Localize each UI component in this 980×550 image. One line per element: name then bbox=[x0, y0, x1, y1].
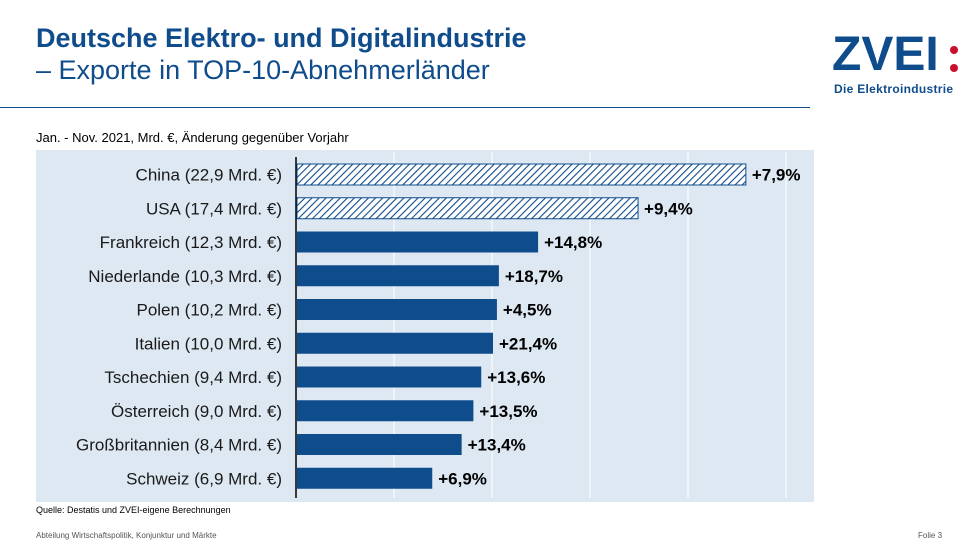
bar-1 bbox=[296, 197, 639, 220]
title-line-2: – Exporte in TOP-10-Abnehmerländer bbox=[36, 55, 490, 85]
title-divider bbox=[0, 107, 810, 108]
category-label: Italien (10,0 Mrd. €) bbox=[135, 334, 282, 353]
bar-2 bbox=[297, 231, 539, 253]
data-label: +13,5% bbox=[479, 402, 537, 421]
category-label: Tschechien (9,4 Mrd. €) bbox=[104, 368, 282, 387]
data-label: +13,6% bbox=[487, 368, 545, 387]
data-label: +13,4% bbox=[468, 436, 526, 455]
logo-tagline: Die Elektroindustrie bbox=[834, 82, 954, 96]
source-note: Quelle: Destatis und ZVEI-eigene Berechn… bbox=[36, 505, 231, 515]
title-line-1: Deutsche Elektro- und Digitalindustrie bbox=[36, 23, 527, 53]
logo-wordmark: ZVEI bbox=[832, 28, 939, 81]
data-label: +7,9% bbox=[752, 166, 801, 185]
category-label: Frankreich (12,3 Mrd. €) bbox=[100, 233, 282, 252]
logo-colon-icon bbox=[950, 44, 958, 74]
data-label: +18,7% bbox=[505, 267, 563, 286]
category-label: Großbritannien (8,4 Mrd. €) bbox=[76, 436, 282, 455]
bar-3 bbox=[297, 265, 499, 287]
bar-5 bbox=[297, 332, 493, 354]
category-label: Österreich (9,0 Mrd. €) bbox=[111, 402, 282, 421]
bar-6 bbox=[297, 366, 482, 388]
footer-department: Abteilung Wirtschaftspolitik, Konjunktur… bbox=[36, 531, 217, 540]
category-label: Schweiz (6,9 Mrd. €) bbox=[126, 469, 282, 488]
page-title: Deutsche Elektro- und Digitalindustrie –… bbox=[36, 22, 527, 86]
zvei-logo: ZVEI Die Elektroindustrie bbox=[832, 30, 960, 100]
category-label: Polen (10,2 Mrd. €) bbox=[136, 301, 282, 320]
category-label: China (22,9 Mrd. €) bbox=[136, 166, 282, 185]
bar-7 bbox=[297, 400, 474, 422]
data-label: +4,5% bbox=[503, 301, 552, 320]
category-label: USA (17,4 Mrd. €) bbox=[146, 199, 282, 218]
page-number: Folie 3 bbox=[918, 531, 943, 540]
bar-8 bbox=[297, 434, 462, 455]
bar-9 bbox=[297, 467, 433, 489]
data-label: +9,4% bbox=[644, 199, 693, 218]
bar-4 bbox=[297, 299, 497, 320]
data-label: +21,4% bbox=[499, 334, 557, 353]
chart-subtitle: Jan. - Nov. 2021, Mrd. €, Änderung gegen… bbox=[36, 130, 349, 145]
category-label: Niederlande (10,3 Mrd. €) bbox=[88, 267, 282, 286]
data-label: +14,8% bbox=[544, 233, 602, 252]
data-label: +6,9% bbox=[438, 469, 487, 488]
bar-0 bbox=[296, 163, 747, 186]
